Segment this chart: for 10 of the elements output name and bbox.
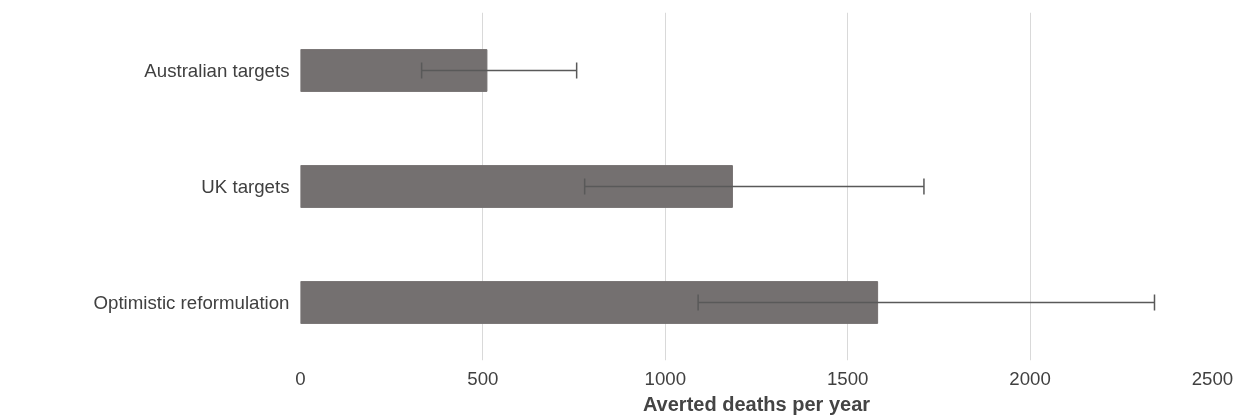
y-tick-label: UK targets (201, 176, 290, 197)
x-tick-label: 0 (295, 367, 306, 389)
x-axis-title: Averted deaths per year (642, 392, 871, 415)
x-tick-label: 2500 (1191, 367, 1234, 389)
y-tick-label: Optimistic reformulation (93, 292, 290, 313)
y-tick-label: Australian targets (144, 60, 290, 81)
x-tick-label: 1500 (826, 367, 869, 389)
x-tick-label: 1000 (644, 367, 687, 389)
x-tick-label: 500 (467, 367, 499, 389)
x-tick-label: 2000 (1009, 367, 1051, 389)
